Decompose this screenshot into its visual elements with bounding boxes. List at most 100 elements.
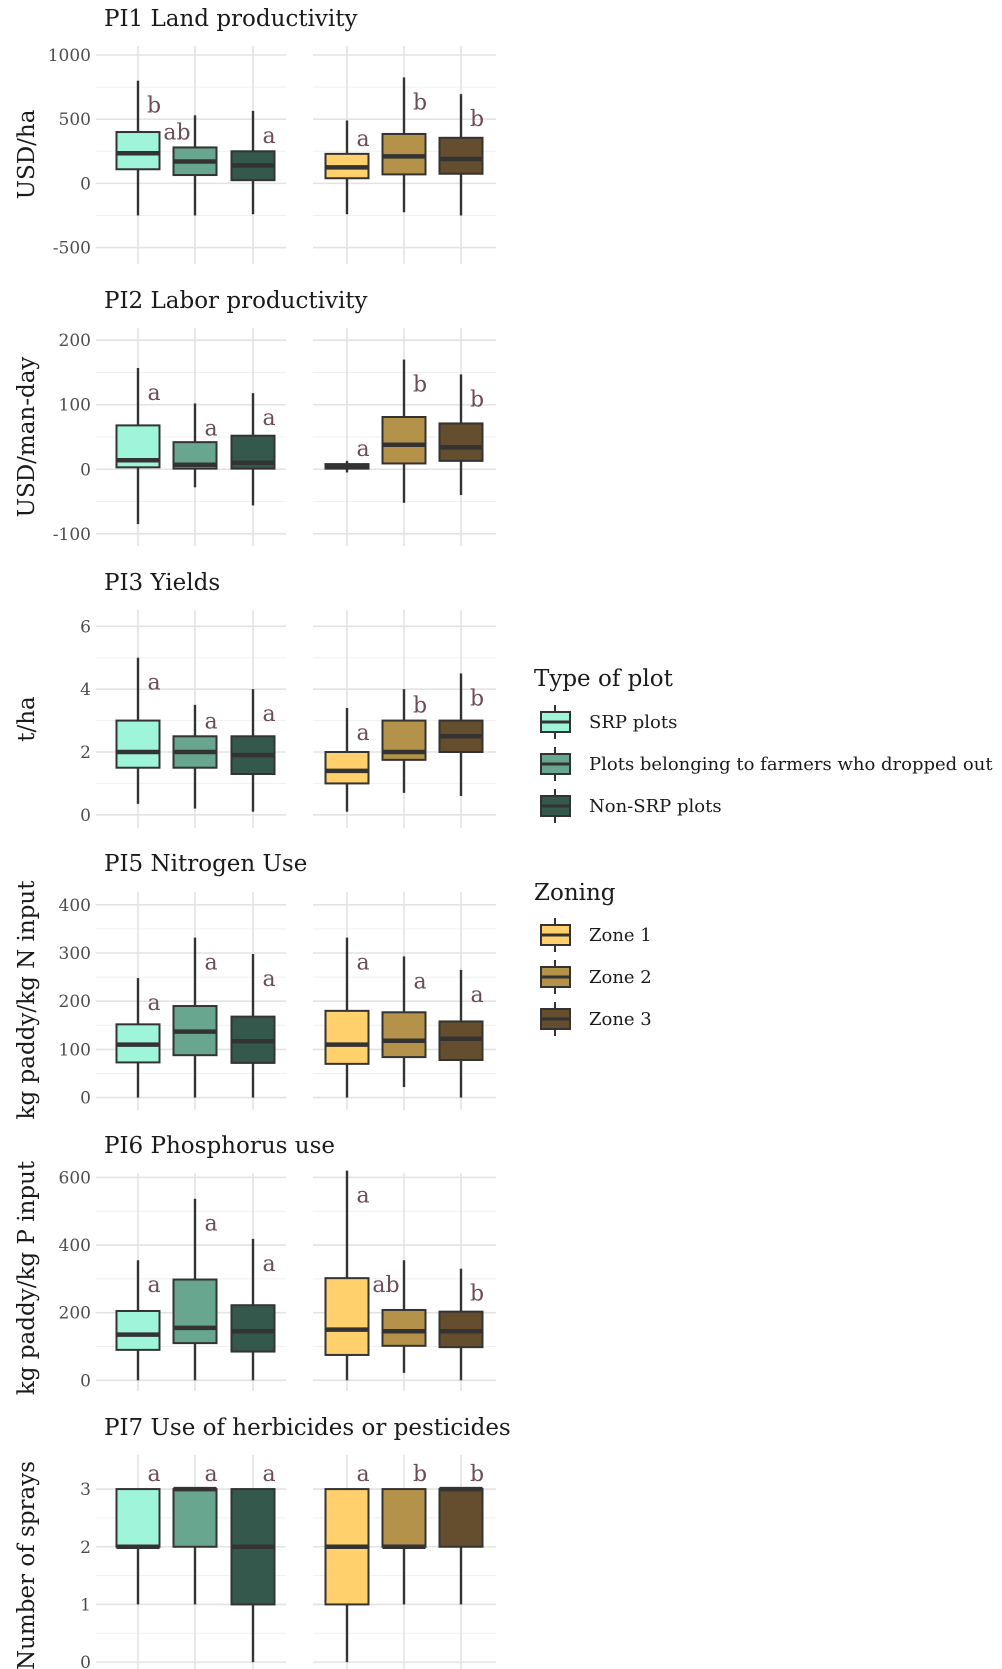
y-tick-label: 200	[59, 331, 91, 351]
box-zone-3: b	[438, 374, 484, 496]
box-iqr	[381, 1308, 427, 1347]
y-tick-label: 2	[80, 743, 91, 763]
y-tick-label: 400	[59, 896, 91, 916]
box-zone-3: b	[438, 94, 484, 216]
box-zone-1: a	[324, 937, 370, 1098]
y-tick-label: 200	[59, 992, 91, 1012]
significance-letter: a	[262, 406, 275, 431]
significance-letter: a	[147, 1273, 160, 1298]
box-zone-2: b	[381, 689, 427, 793]
y-tick-label: 300	[59, 944, 91, 964]
y-tick-label: 3	[80, 1480, 91, 1500]
y-tick-label: 0	[80, 174, 91, 194]
box-iqr	[324, 1009, 370, 1065]
box-non-srp-plots: a	[230, 1238, 276, 1381]
y-tick-label: 0	[80, 1653, 91, 1669]
significance-letter: a	[262, 124, 275, 149]
chart-title: PI6 Phosphorus use	[104, 1133, 335, 1159]
significance-letter: b	[413, 694, 427, 719]
chart-row-1: PI1 Land productivity USD/ha -500 0 500 1000 b…	[14, 6, 496, 264]
significance-letter: a	[356, 721, 369, 746]
significance-letter: a	[147, 671, 160, 696]
legend-item: SRP plots	[540, 705, 677, 739]
box-zone-2: b	[381, 77, 427, 213]
box-iqr	[438, 136, 484, 175]
significance-letter: a	[262, 967, 275, 992]
box-iqr	[172, 1488, 218, 1548]
significance-letter: a	[262, 1252, 275, 1277]
y-axis-label: t/ha	[14, 696, 40, 742]
box-plots-belonging-to-farmers-who-dropped-out: a	[172, 1198, 218, 1381]
chart-row-4: PI5 Nitrogen Use kg paddy/kg N input 0 100 2…	[14, 851, 496, 1119]
box-srp-plots: b	[115, 80, 161, 216]
box-iqr	[438, 422, 484, 462]
box-srp-plots: a	[115, 1260, 161, 1381]
legend-title: Zoning	[534, 880, 616, 906]
box-zone-1: a	[324, 1462, 370, 1663]
legend-title: Type of plot	[534, 666, 674, 692]
box-srp-plots: a	[115, 1462, 161, 1605]
box-iqr	[115, 131, 161, 171]
chart-row-2: PI2 Labor productivity USD/man-day -100 0 10…	[14, 288, 496, 546]
box-zone-1: a	[324, 120, 370, 215]
legend-label: Non-SRP plots	[589, 796, 722, 817]
box-zone-2: ab	[372, 1260, 427, 1373]
y-tick-label: 100	[59, 1040, 91, 1060]
box-plots-belonging-to-farmers-who-dropped-out: a	[172, 1462, 218, 1605]
significance-letter: a	[147, 991, 160, 1016]
significance-letter: a	[356, 1184, 369, 1209]
chart-row-3: PI3 Yields t/ha 0 2 4 6 a a a a b b	[14, 570, 496, 828]
significance-letter: a	[470, 983, 483, 1008]
box-zone-1: a	[324, 1170, 370, 1381]
significance-letter: a	[356, 437, 369, 462]
box-non-srp-plots: a	[230, 953, 276, 1098]
significance-letter: b	[413, 90, 427, 115]
panel-grid	[96, 892, 286, 1110]
significance-letter: a	[204, 1212, 217, 1237]
box-zone-3: b	[438, 1462, 484, 1605]
box-non-srp-plots: a	[230, 110, 276, 215]
y-tick-label: 600	[59, 1168, 91, 1188]
y-tick-label: 500	[59, 110, 91, 130]
significance-letter: a	[413, 969, 426, 994]
y-tick-label: -500	[53, 239, 91, 259]
significance-letter: ab	[163, 120, 190, 145]
chart-title: PI1 Land productivity	[104, 6, 358, 32]
box-srp-plots: a	[115, 367, 161, 525]
significance-letter: b	[470, 1282, 484, 1307]
legend-item: Zone 3	[540, 1002, 652, 1036]
box-iqr	[324, 1277, 370, 1356]
y-tick-label: -100	[53, 525, 91, 545]
significance-letter: a	[356, 951, 369, 976]
significance-letter: b	[470, 1462, 484, 1487]
box-zone-2: a	[381, 956, 427, 1087]
legend-zoning: Zoning Zone 1 Zone 2 Zone 3	[534, 880, 652, 1036]
box-iqr	[324, 751, 370, 785]
box-iqr	[381, 416, 427, 465]
box-iqr	[115, 1488, 161, 1548]
box-iqr	[230, 1304, 276, 1353]
box-iqr	[381, 1488, 427, 1548]
box-non-srp-plots: a	[230, 393, 276, 506]
significance-letter: a	[262, 702, 275, 727]
y-axis-label: USD/man-day	[14, 357, 40, 518]
legend-label: SRP plots	[589, 712, 677, 733]
significance-letter: a	[204, 416, 217, 441]
significance-letter: a	[147, 1462, 160, 1487]
significance-letter: a	[262, 1462, 275, 1487]
box-zone-3: b	[438, 673, 484, 796]
significance-letter: a	[204, 951, 217, 976]
significance-letter: b	[147, 94, 161, 119]
y-axis-label: Number of sprays	[14, 1461, 40, 1669]
significance-letter: b	[470, 686, 484, 711]
y-tick-label: 6	[80, 617, 91, 637]
chart-row-5: PI6 Phosphorus use kg paddy/kg P input 0 20…	[14, 1133, 496, 1395]
box-zone-3: a	[438, 969, 484, 1098]
y-tick-label: 1000	[48, 46, 91, 66]
legend-type-of-plot: Type of plot SRP plots Plots belonging to …	[534, 666, 993, 823]
box-zone-1: a	[324, 708, 370, 812]
box-non-srp-plots: a	[230, 1462, 276, 1663]
box-zone-1: a	[324, 437, 370, 473]
chart-title: PI5 Nitrogen Use	[104, 851, 307, 877]
